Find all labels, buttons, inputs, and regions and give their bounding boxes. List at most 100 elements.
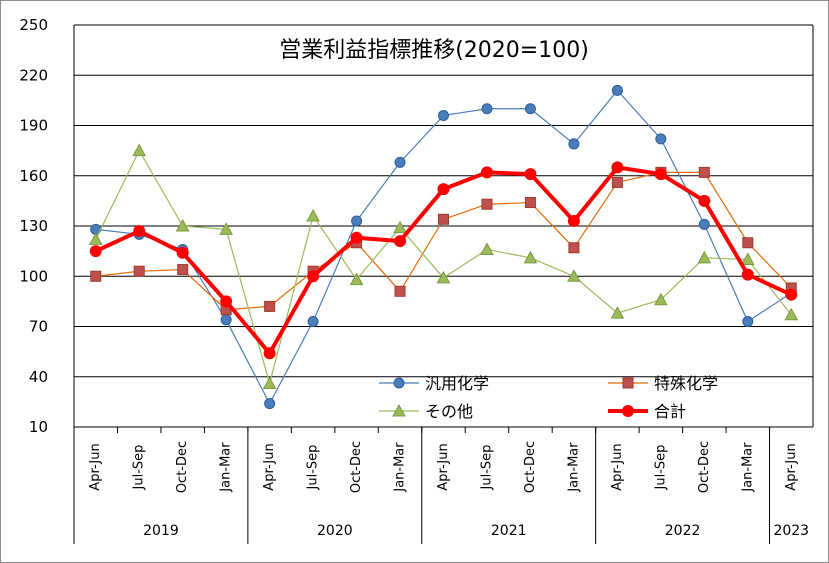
x-category-label: Jul-Sep: [479, 445, 494, 491]
data-point: [698, 194, 711, 207]
y-tick-label: 250: [19, 16, 48, 34]
data-point: [177, 264, 189, 276]
data-point: [133, 225, 146, 238]
x-year-label: 2020: [317, 523, 353, 539]
y-tick-label: 130: [19, 217, 48, 235]
data-point: [264, 300, 276, 312]
x-category-label: Oct-Dec: [349, 441, 364, 493]
x-category-label: Jan-Mar: [740, 442, 755, 493]
x-category-label: Jan-Mar: [566, 442, 581, 493]
x-category-label: Jan-Mar: [219, 442, 234, 493]
data-point: [610, 306, 625, 319]
y-tick-label: 100: [19, 267, 48, 285]
data-point: [263, 347, 276, 360]
x-category-label: Jul-Sep: [306, 445, 321, 491]
data-point: [655, 133, 667, 145]
data-point: [698, 166, 710, 178]
x-category-label: Jul-Sep: [132, 445, 147, 491]
data-point: [393, 377, 405, 389]
data-point: [622, 377, 634, 389]
legend-label: 汎用化学: [425, 374, 489, 393]
data-point: [220, 295, 233, 308]
data-point: [567, 214, 580, 227]
data-point: [568, 138, 580, 150]
data-point: [350, 231, 363, 244]
legend-label: 合計: [654, 402, 686, 421]
x-year-label: 2023: [773, 523, 809, 539]
legend-entry: 特殊化学: [608, 374, 718, 393]
data-point: [480, 242, 494, 255]
series-line: [94, 165, 793, 356]
x-category-label: Oct-Dec: [175, 441, 190, 493]
x-category-label: Oct-Dec: [523, 441, 538, 493]
data-point: [524, 197, 536, 209]
data-point: [654, 168, 667, 181]
y-tick-label: 220: [19, 66, 48, 84]
legend-label: 特殊化学: [654, 374, 718, 393]
legend-entry: 合計: [608, 402, 686, 421]
series: [88, 84, 799, 410]
data-point: [394, 235, 407, 248]
data-point: [654, 292, 668, 306]
chart-title: 営業利益指標推移(2020=100): [279, 38, 589, 63]
data-point: [176, 246, 189, 259]
series-3: [88, 143, 799, 389]
x-category-label: Jul-Sep: [653, 445, 668, 491]
y-tick-labels: 10 40 70 100 130 160 190 220 250: [19, 16, 48, 436]
data-point: [307, 315, 319, 327]
data-point: [568, 242, 580, 254]
data-point: [697, 250, 712, 264]
data-point: [349, 272, 364, 286]
data-point: [523, 250, 538, 264]
data-point: [219, 222, 233, 235]
data-point: [90, 270, 102, 282]
data-point: [132, 143, 147, 157]
y-tick-label: 40: [29, 368, 48, 386]
data-point: [307, 270, 320, 283]
series-1: [90, 84, 797, 410]
data-point: [262, 376, 277, 389]
data-point: [481, 198, 493, 210]
data-point: [438, 109, 449, 121]
series-line: [95, 89, 792, 405]
data-point: [393, 220, 407, 234]
data-point: [611, 176, 623, 188]
x-category-label: Apr-Jun: [784, 443, 799, 490]
legend-label: その他: [425, 402, 473, 421]
y-tick-label: 160: [19, 167, 48, 185]
data-point: [611, 84, 623, 96]
data-point: [133, 265, 145, 277]
series-4: [89, 161, 798, 360]
y-tick-label: 190: [19, 117, 48, 135]
x-category-label: Apr-Jun: [610, 443, 625, 490]
data-point: [351, 215, 363, 227]
data-point: [89, 245, 102, 258]
x-category-label: Jan-Mar: [393, 442, 408, 493]
x-category-label: Apr-Jun: [262, 443, 277, 490]
x-category-label: Apr-Jun: [436, 443, 451, 490]
data-point: [524, 168, 537, 181]
axes: [73, 25, 814, 544]
data-point: [567, 269, 581, 282]
data-point: [438, 213, 449, 225]
data-point: [740, 252, 755, 265]
data-point: [481, 103, 493, 115]
data-point: [784, 307, 799, 321]
x-category-labels: Apr-Jun Jul-Sep Oct-Dec Jan-Mar Apr-Jun Jul-S…: [88, 441, 799, 493]
data-point: [524, 103, 536, 115]
y-tick-label: 70: [29, 318, 48, 336]
data-point: [392, 403, 406, 417]
x-category-label: Oct-Dec: [697, 441, 712, 493]
x-year-labels: 2019 2020 2021 2022 2023: [143, 523, 809, 539]
data-point: [611, 161, 624, 174]
data-point: [394, 285, 406, 297]
data-point: [175, 218, 190, 232]
data-point: [742, 315, 754, 327]
legend-entry: その他: [379, 402, 473, 421]
x-category-label: Apr-Jun: [88, 443, 103, 490]
data-point: [436, 270, 451, 284]
data-point: [264, 398, 276, 410]
data-point: [741, 268, 754, 281]
